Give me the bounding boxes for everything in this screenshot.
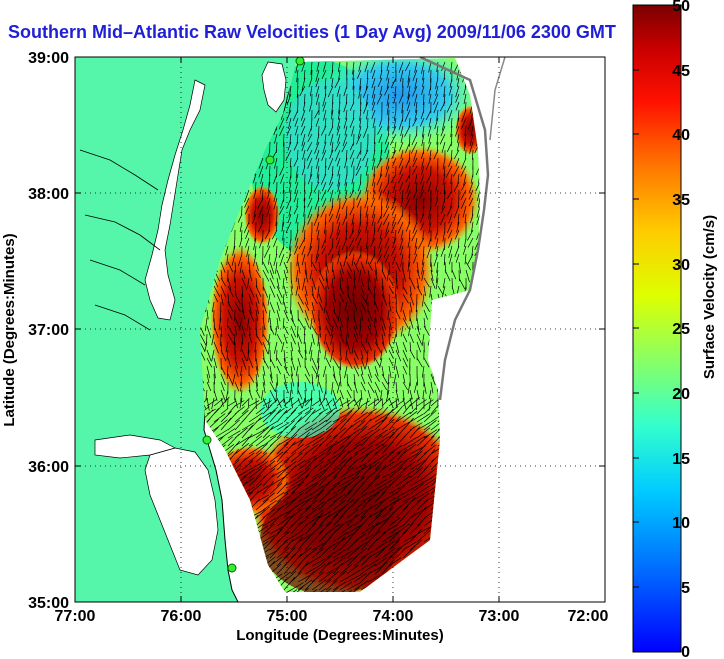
ytick-label: 38:00 [28, 186, 69, 203]
radar-stations [202, 57, 305, 573]
xtick-label: 72:00 [568, 608, 609, 625]
delaware-bay [261, 61, 287, 113]
xtick-label: 77:00 [55, 608, 96, 625]
colorbar-ticks [633, 4, 639, 588]
colorbar-tick-label: 35 [672, 192, 690, 209]
station-marker [202, 435, 212, 445]
station-marker [295, 57, 305, 66]
colorbar-label: Surface Velocity (cm/s) [701, 215, 718, 379]
land-mass [75, 57, 300, 602]
shelf-contour [419, 57, 490, 401]
xtick-label: 74:00 [373, 608, 414, 625]
colorbar-tick-label: 50 [672, 0, 690, 15]
colorbar-tick-label: 15 [672, 451, 690, 468]
colorbar [632, 4, 682, 653]
x-axis-label: Longitude (Degrees:Minutes) [236, 627, 444, 644]
albemarle-sound [94, 434, 176, 459]
ytick-label: 35:00 [28, 595, 69, 612]
station-marker [227, 563, 237, 573]
ytick-label: 39:00 [28, 50, 69, 67]
colorbar-tick-label: 20 [672, 386, 690, 403]
colorbar-tick-label: 0 [681, 644, 690, 659]
colorbar-tick-label: 5 [681, 580, 690, 597]
xtick-label: 76:00 [161, 608, 202, 625]
y-axis-label: Latitude (Degrees:Minutes) [1, 233, 18, 426]
ytick-label: 36:00 [28, 459, 69, 476]
colorbar-tick-label: 25 [672, 321, 690, 338]
shelf-contour-outer [489, 57, 506, 141]
potomac-river [79, 149, 161, 331]
xtick-label: 73:00 [479, 608, 520, 625]
colorbar-tick-label: 45 [672, 63, 690, 80]
ytick-label: 37:00 [28, 322, 69, 339]
grid-lines [75, 57, 605, 602]
station-marker [265, 155, 275, 165]
pamlico-sound [144, 447, 219, 576]
colorbar-tick-label: 30 [672, 257, 690, 274]
chesapeake-bay [144, 79, 206, 321]
tick-marks [75, 57, 605, 602]
xtick-label: 75:00 [267, 608, 308, 625]
colorbar-tick-label: 40 [672, 127, 690, 144]
map-title: Southern Mid–Atlantic Raw Velocities (1 … [8, 22, 616, 42]
colorbar-tick-label: 10 [672, 515, 690, 532]
